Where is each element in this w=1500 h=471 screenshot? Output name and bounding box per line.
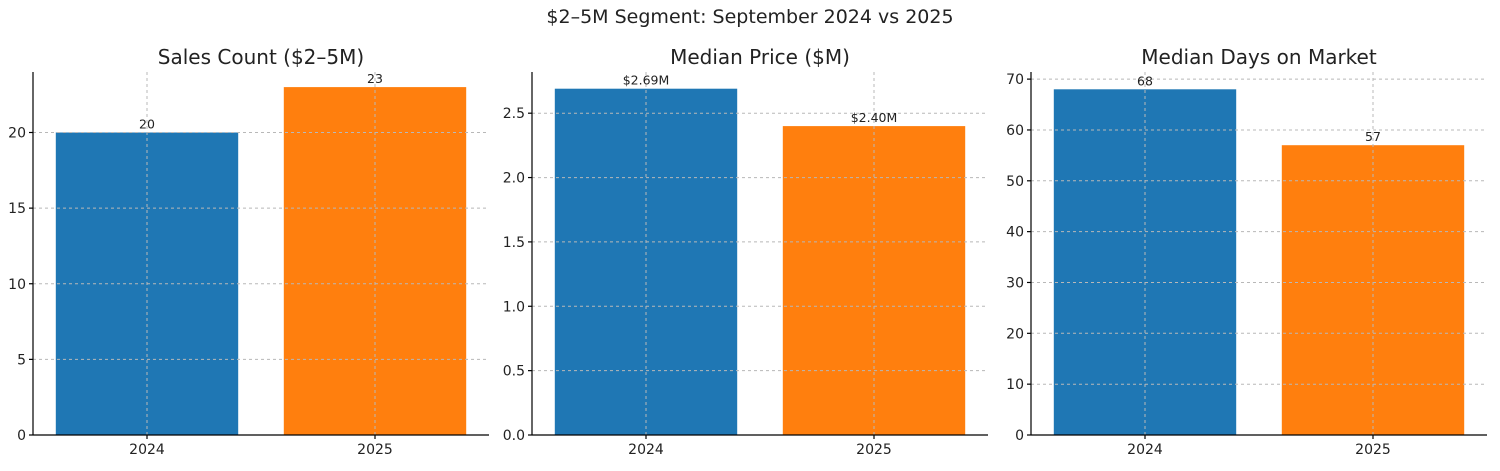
y-tick-label: 0.5 xyxy=(503,364,525,380)
panel-title: Median Price ($M) xyxy=(670,45,850,69)
bar-value-label: 57 xyxy=(1365,129,1381,144)
y-tick-label: 20 xyxy=(1006,326,1024,342)
x-tick-label: 2024 xyxy=(1127,442,1163,458)
x-tick-label: 2025 xyxy=(357,442,393,458)
y-tick-label: 0 xyxy=(1015,428,1024,444)
bar-value-label: 68 xyxy=(1137,73,1153,88)
y-tick-label: 1.5 xyxy=(503,235,525,251)
y-tick-label: 50 xyxy=(1006,174,1024,190)
y-tick-label: 15 xyxy=(8,201,26,217)
y-tick-label: 70 xyxy=(1006,72,1024,88)
bar-2024 xyxy=(1053,89,1237,436)
y-tick-label: 20 xyxy=(8,126,26,142)
bar-value-label: $2.40M xyxy=(851,110,898,125)
bar-value-label: $2.69M xyxy=(623,73,670,88)
y-tick-label: 2.0 xyxy=(503,171,525,187)
panel-title: Sales Count ($2–5M) xyxy=(158,45,364,69)
x-tick-label: 2025 xyxy=(856,442,892,458)
figure-title: $2–5M Segment: September 2024 vs 2025 xyxy=(546,6,954,28)
y-tick-label: 2.5 xyxy=(503,106,525,122)
y-tick-label: 5 xyxy=(17,352,26,368)
y-tick-label: 30 xyxy=(1006,275,1024,291)
x-tick-label: 2024 xyxy=(129,442,165,458)
panel-title: Median Days on Market xyxy=(1141,45,1377,69)
y-tick-label: 1.0 xyxy=(503,299,525,315)
bar-value-label: 20 xyxy=(139,117,155,132)
bar-2025 xyxy=(782,126,966,435)
y-tick-label: 0.0 xyxy=(503,428,525,444)
y-tick-label: 10 xyxy=(1006,377,1024,393)
bar-value-label: 23 xyxy=(367,71,383,86)
x-tick-label: 2025 xyxy=(1355,442,1391,458)
y-tick-label: 0 xyxy=(17,428,26,444)
y-tick-label: 60 xyxy=(1006,123,1024,139)
y-tick-label: 10 xyxy=(8,277,26,293)
y-tick-label: 40 xyxy=(1006,225,1024,241)
x-tick-label: 2024 xyxy=(628,442,664,458)
